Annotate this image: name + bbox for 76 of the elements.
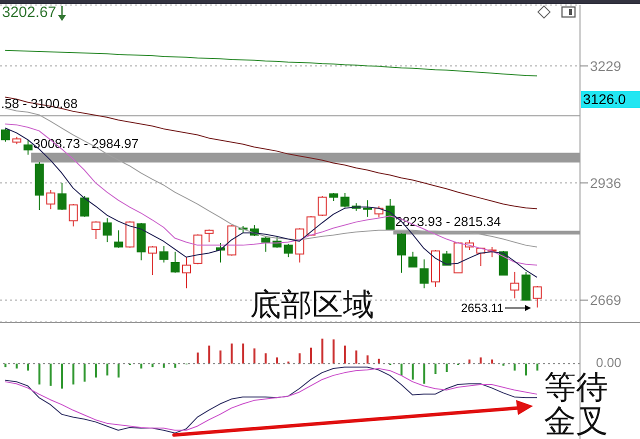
bar [264,353,267,364]
bar [152,364,154,368]
bar [536,364,538,371]
candlestick [68,204,78,227]
bar [412,364,414,380]
candlestick [0,128,10,142]
y-tick-label: 2936 [590,174,622,191]
bar [140,364,142,369]
bar [253,348,256,364]
bar [434,364,436,374]
candlestick [148,246,158,276]
candlestick [102,218,112,243]
bar [355,350,358,364]
candlestick [340,192,350,208]
annotation: 2653.11 [461,301,504,315]
bar [61,364,64,389]
candlestick [408,251,418,268]
candlestick [91,220,100,240]
bar [446,364,448,372]
bar [72,364,74,384]
candlestick [46,190,56,210]
bar [321,338,324,364]
text: 等待金叉 [544,369,609,439]
candlestick [114,230,124,248]
bar [310,348,312,364]
bar [400,364,403,376]
bar [525,364,528,376]
candlestick [284,243,293,258]
candlestick [363,200,372,218]
bar [208,346,210,364]
y-tick-label: 3229 [590,58,622,74]
candlestick [80,195,90,218]
candlestick [532,285,542,308]
candlestick [261,235,270,252]
bar [344,346,346,364]
candlestick [58,182,67,211]
bar [27,364,30,371]
bar [174,364,176,368]
bar [366,355,369,364]
candlestick [420,258,429,289]
annotation: 底部区域 [250,286,374,324]
candlestick [204,228,214,243]
bar [84,364,86,382]
bar [480,357,482,364]
bar [276,357,278,364]
candlestick [510,271,520,299]
bar [4,364,6,368]
bar [196,352,199,364]
candlestick [397,232,406,274]
text: 3126.0 [581,91,640,108]
candlestick [159,246,168,263]
bar [16,364,18,369]
bar [219,350,222,364]
candlestick [24,140,33,156]
candlestick [318,195,327,217]
bar [94,364,97,378]
bar [423,364,426,384]
bar [118,364,120,378]
bar [242,344,244,364]
text: 0.00 [596,355,622,370]
bar [50,364,52,386]
bar [230,344,233,364]
bar [514,364,516,371]
bar [491,359,494,364]
annotation: .58 - 3100.68 [1,96,78,111]
y-tick-label: 2669 [590,292,622,308]
bar [106,364,108,376]
candlestick [386,198,395,230]
bar [332,339,335,364]
candlestick [182,256,192,289]
bar [298,353,301,364]
annotation: 3202.67 [2,4,56,21]
bar [38,364,40,384]
candlestick [442,250,452,266]
candlestick [170,251,180,274]
line-series [4,50,538,76]
